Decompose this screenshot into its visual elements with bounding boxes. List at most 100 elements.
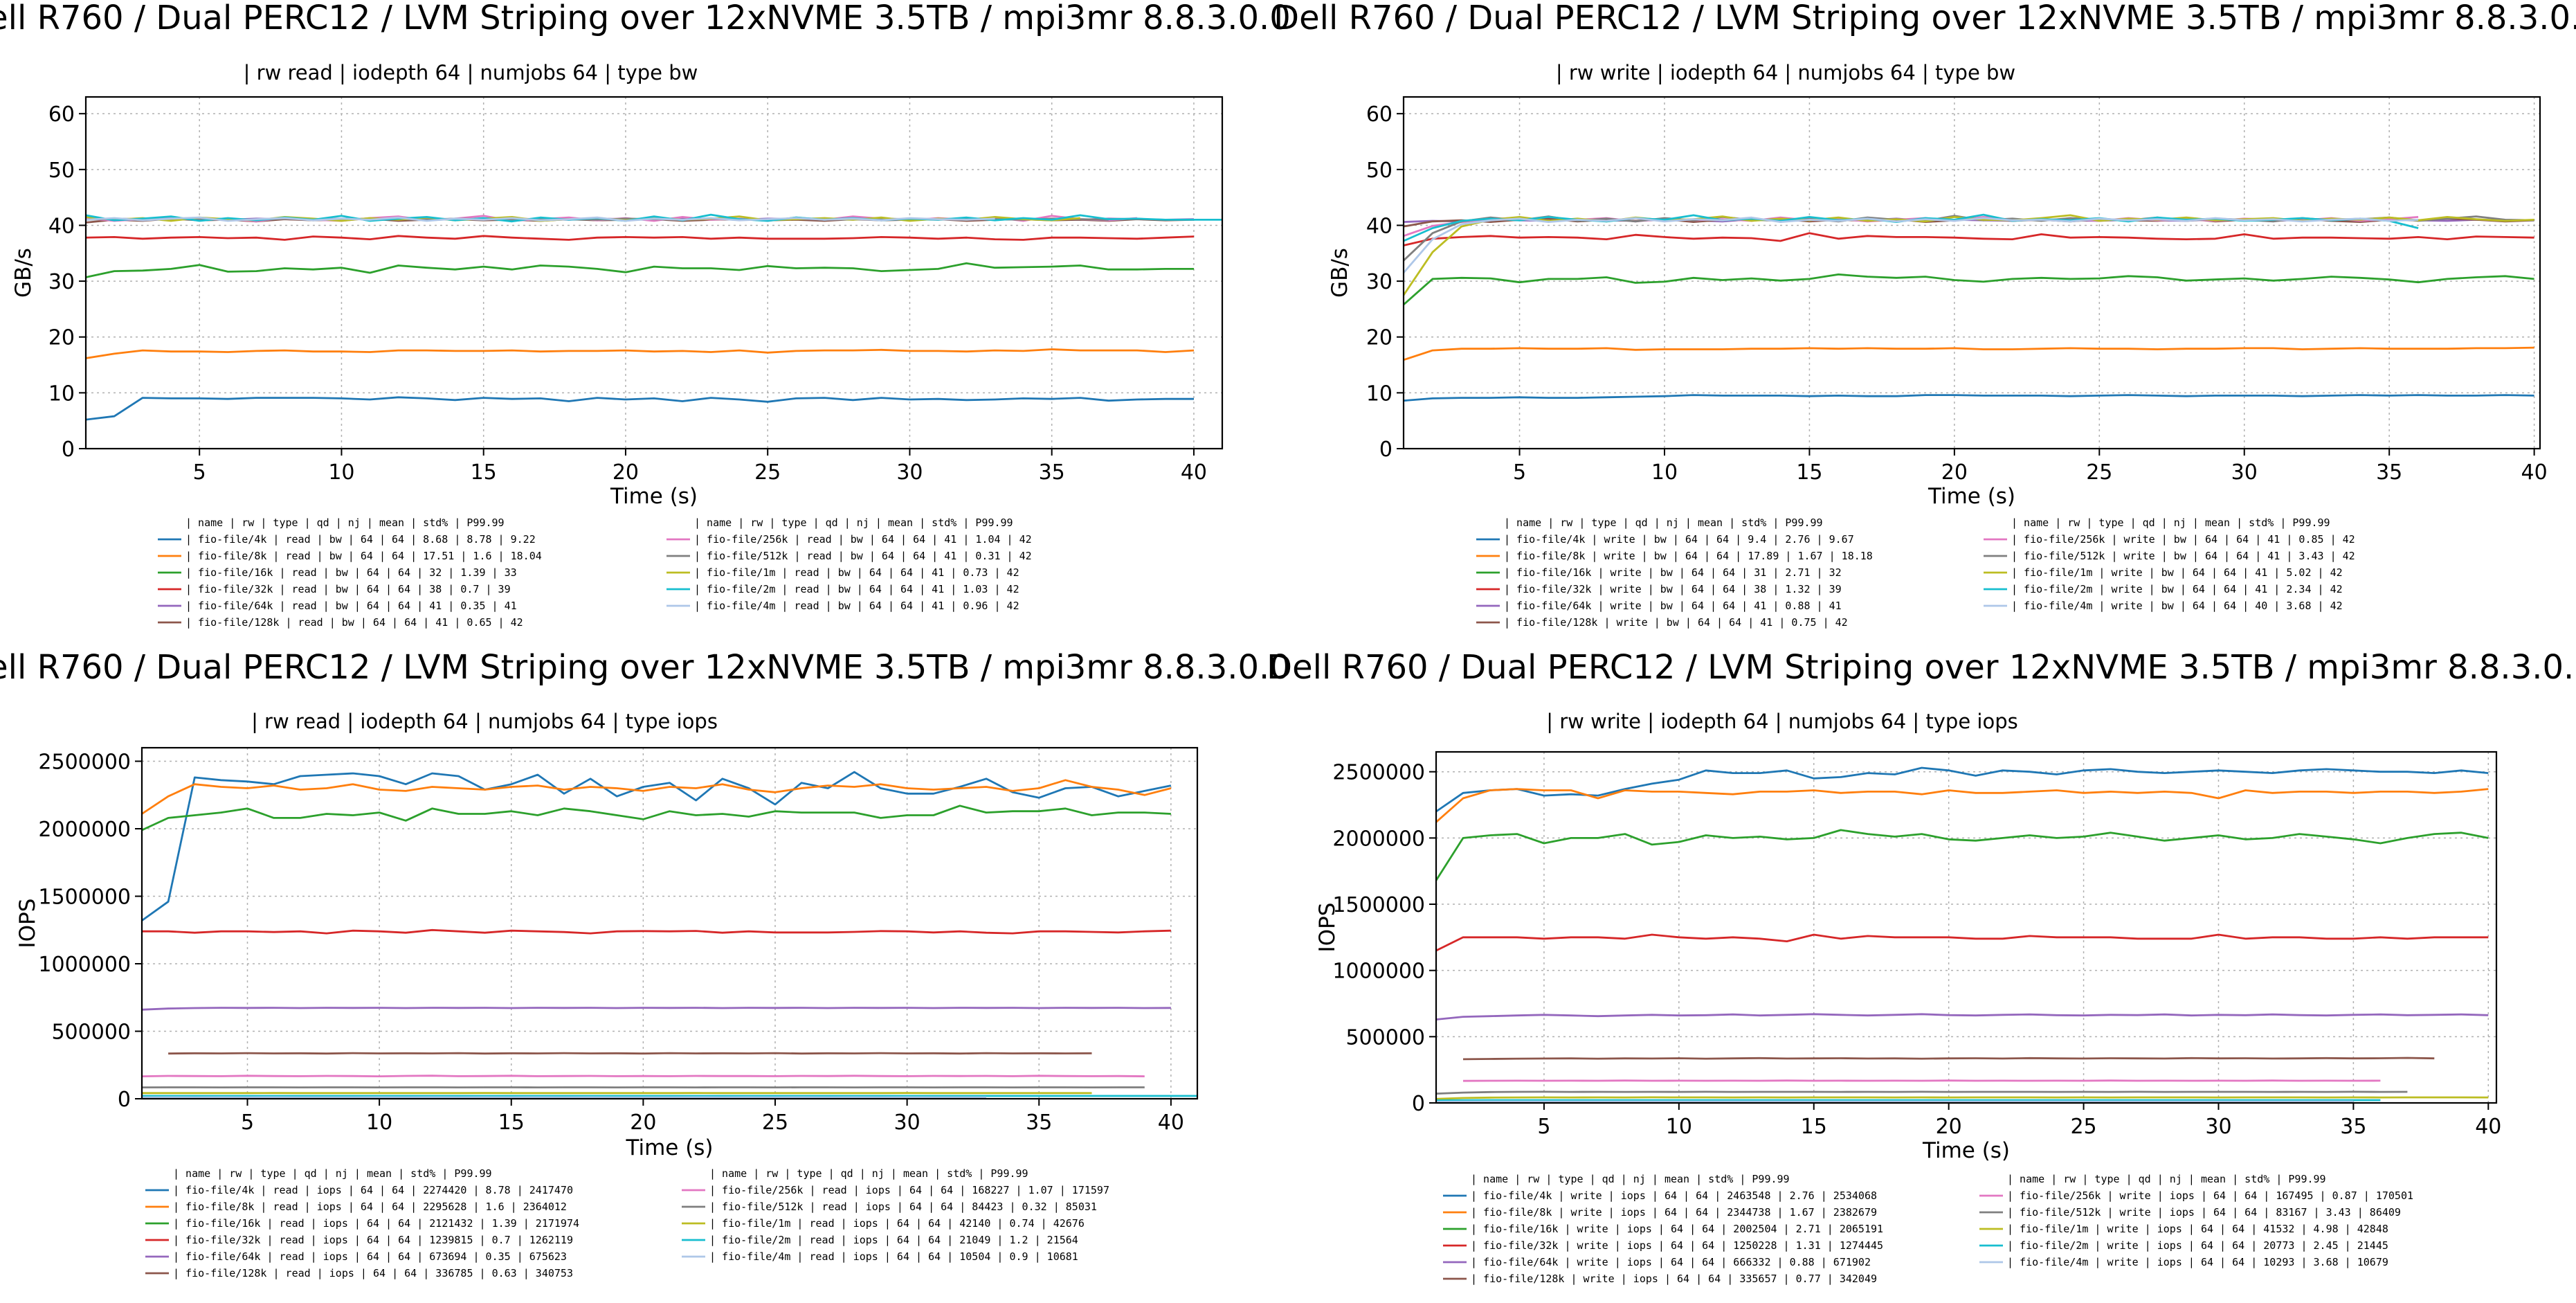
legend-entry-1m: | fio-file/1m | write | bw | 64 | 64 | 4… — [2011, 566, 2343, 579]
legend-entry-64k: | fio-file/64k | write | bw | 64 | 64 | … — [1504, 600, 1842, 612]
legend-entry-128k: | fio-file/128k | read | bw | 64 | 64 | … — [185, 616, 523, 629]
x-tick-label: 35 — [2340, 1115, 2366, 1139]
x-tick-label: 5 — [1537, 1115, 1550, 1139]
x-tick-label: 30 — [896, 460, 923, 485]
legend-entry-128k: | fio-file/128k | write | iops | 64 | 64… — [1471, 1273, 1877, 1285]
x-axis-label: Time (s) — [625, 1135, 713, 1160]
x-tick-label: 15 — [471, 460, 497, 485]
legend-entry-32k: | fio-file/32k | write | iops | 64 | 64 … — [1471, 1239, 1883, 1252]
series-lines — [1404, 215, 2534, 401]
legend-entry-2m: | fio-file/2m | read | bw | 64 | 64 | 41… — [694, 583, 1019, 595]
series-line-4k — [142, 772, 1171, 921]
series-line-16k — [86, 263, 1194, 277]
y-tick-label: 1500000 — [1332, 893, 1425, 917]
legend-entry-4k: | fio-file/4k | write | bw | 64 | 64 | 9… — [1504, 533, 1854, 546]
x-tick-label: 10 — [366, 1111, 392, 1135]
x-tick-label: 40 — [2521, 460, 2548, 485]
y-tick-label: 10 — [48, 381, 75, 406]
y-tick-label: 2500000 — [1332, 761, 1425, 785]
x-tick-label: 30 — [894, 1111, 920, 1135]
legend-entry-256k: | fio-file/256k | read | iops | 64 | 64 … — [709, 1184, 1109, 1196]
series-line-8k — [86, 350, 1194, 359]
legend: | name | rw | type | qd | nj | mean | st… — [1476, 516, 2355, 629]
legend-entry-128k: | fio-file/128k | write | bw | 64 | 64 |… — [1504, 616, 1848, 629]
x-tick-label: 25 — [754, 460, 781, 485]
y-tick-label: 0 — [118, 1088, 131, 1112]
y-axis-label: GB/s — [11, 248, 36, 298]
y-tick-label: 50 — [1366, 159, 1393, 183]
x-axis-label: Time (s) — [610, 484, 698, 509]
legend-entry-512k: | fio-file/512k | write | bw | 64 | 64 |… — [2011, 550, 2355, 562]
legend-entry-8k: | fio-file/8k | read | bw | 64 | 64 | 17… — [185, 550, 542, 562]
grid — [86, 97, 1222, 449]
legend-entry-4m: | fio-file/4m | read | iops | 64 | 64 | … — [709, 1250, 1078, 1263]
legend-entry-256k: | fio-file/256k | write | bw | 64 | 64 |… — [2011, 533, 2355, 546]
legend: | name | rw | type | qd | nj | mean | st… — [158, 516, 1032, 629]
legend-entry-128k: | fio-file/128k | read | iops | 64 | 64 … — [173, 1267, 573, 1279]
chart-title: Dell R760 / Dual PERC12 / LVM Striping o… — [0, 0, 1291, 37]
legend-header: | name | rw | type | qd | nj | mean | st… — [173, 1167, 492, 1180]
x-tick-label: 10 — [328, 460, 354, 485]
legend-entry-16k: | fio-file/16k | read | iops | 64 | 64 |… — [173, 1217, 579, 1230]
series-line-8k — [1404, 348, 2534, 360]
legend-entry-4k: | fio-file/4k | read | bw | 64 | 64 | 8.… — [185, 533, 536, 546]
legend-entry-2m: | fio-file/2m | write | bw | 64 | 64 | 4… — [2011, 583, 2343, 595]
legend-entry-1m: | fio-file/1m | read | iops | 64 | 64 | … — [709, 1217, 1085, 1230]
legend-header: | name | rw | type | qd | nj | mean | st… — [2007, 1173, 2326, 1185]
legend-entry-1m: | fio-file/1m | write | iops | 64 | 64 |… — [2007, 1223, 2388, 1235]
chart-read-bw: Dell R760 / Dual PERC12 / LVM Striping o… — [0, 0, 1291, 629]
y-tick-label: 0 — [62, 438, 75, 462]
x-tick-label: 35 — [1026, 1111, 1052, 1135]
legend-entry-32k: | fio-file/32k | read | iops | 64 | 64 |… — [173, 1234, 573, 1246]
y-tick-label: 50 — [48, 159, 75, 183]
y-axis-label: IOPS — [15, 899, 40, 949]
x-tick-label: 25 — [2086, 460, 2112, 485]
x-tick-label: 35 — [2376, 460, 2402, 485]
y-tick-label: 0 — [1412, 1092, 1425, 1116]
series-line-1m — [1404, 215, 2534, 295]
legend-entry-8k: | fio-file/8k | write | bw | 64 | 64 | 1… — [1504, 550, 1873, 562]
chart-title: Dell R760 / Dual PERC12 / LVM Striping o… — [1267, 648, 2576, 687]
x-tick-label: 5 — [241, 1111, 254, 1135]
y-tick-label: 60 — [48, 102, 75, 127]
chart-subtitle: | rw write | iodepth 64 | numjobs 64 | t… — [1556, 61, 2015, 84]
y-tick-label: 30 — [48, 270, 75, 294]
x-axis-label: Time (s) — [1922, 1138, 2010, 1163]
x-tick-label: 15 — [1796, 460, 1822, 485]
chart-read-iops: Dell R760 / Dual PERC12 / LVM Striping o… — [0, 648, 1291, 1279]
x-tick-label: 25 — [2070, 1115, 2096, 1139]
chart-title: Dell R760 / Dual PERC12 / LVM Striping o… — [1273, 0, 2576, 37]
x-tick-label: 10 — [1666, 1115, 1692, 1139]
chart-write-bw: Dell R760 / Dual PERC12 / LVM Striping o… — [1273, 0, 2576, 629]
x-tick-label: 40 — [1181, 460, 1207, 485]
y-tick-label: 60 — [1366, 102, 1393, 127]
legend-entry-8k: | fio-file/8k | write | iops | 64 | 64 |… — [1471, 1206, 1877, 1219]
y-axis-label: IOPS — [1315, 903, 1340, 953]
series-line-1m — [1436, 1097, 2488, 1099]
series-line-64k — [1436, 1014, 2488, 1020]
legend-entry-4k: | fio-file/4k | write | iops | 64 | 64 |… — [1471, 1189, 1877, 1202]
y-tick-label: 2500000 — [38, 751, 131, 775]
legend: | name | rw | type | qd | nj | mean | st… — [1443, 1173, 2413, 1285]
x-tick-label: 15 — [1801, 1115, 1827, 1139]
series-line-32k — [1404, 233, 2534, 246]
series-line-4k — [86, 397, 1194, 420]
x-tick-label: 30 — [2231, 460, 2258, 485]
legend-entry-4m: | fio-file/4m | read | bw | 64 | 64 | 41… — [694, 600, 1019, 612]
series-line-16k — [1404, 274, 2534, 305]
series-line-32k — [1436, 935, 2488, 951]
y-tick-label: 30 — [1366, 270, 1393, 294]
x-tick-label: 5 — [193, 460, 206, 485]
chart-subtitle: | rw write | iodepth 64 | numjobs 64 | t… — [1546, 710, 2017, 733]
series-line-64k — [142, 1008, 1171, 1010]
x-axis-label: Time (s) — [1928, 484, 2015, 509]
y-tick-label: 1000000 — [38, 953, 131, 977]
legend-header: | name | rw | type | qd | nj | mean | st… — [2011, 516, 2330, 529]
series-line-256k — [142, 1076, 1145, 1077]
series-line-8k — [1436, 789, 2488, 823]
x-tick-label: 35 — [1039, 460, 1065, 485]
series-line-128k — [1463, 1058, 2434, 1059]
x-tick-label: 20 — [1936, 1115, 1962, 1139]
legend-entry-4m: | fio-file/4m | write | bw | 64 | 64 | 4… — [2011, 600, 2343, 612]
